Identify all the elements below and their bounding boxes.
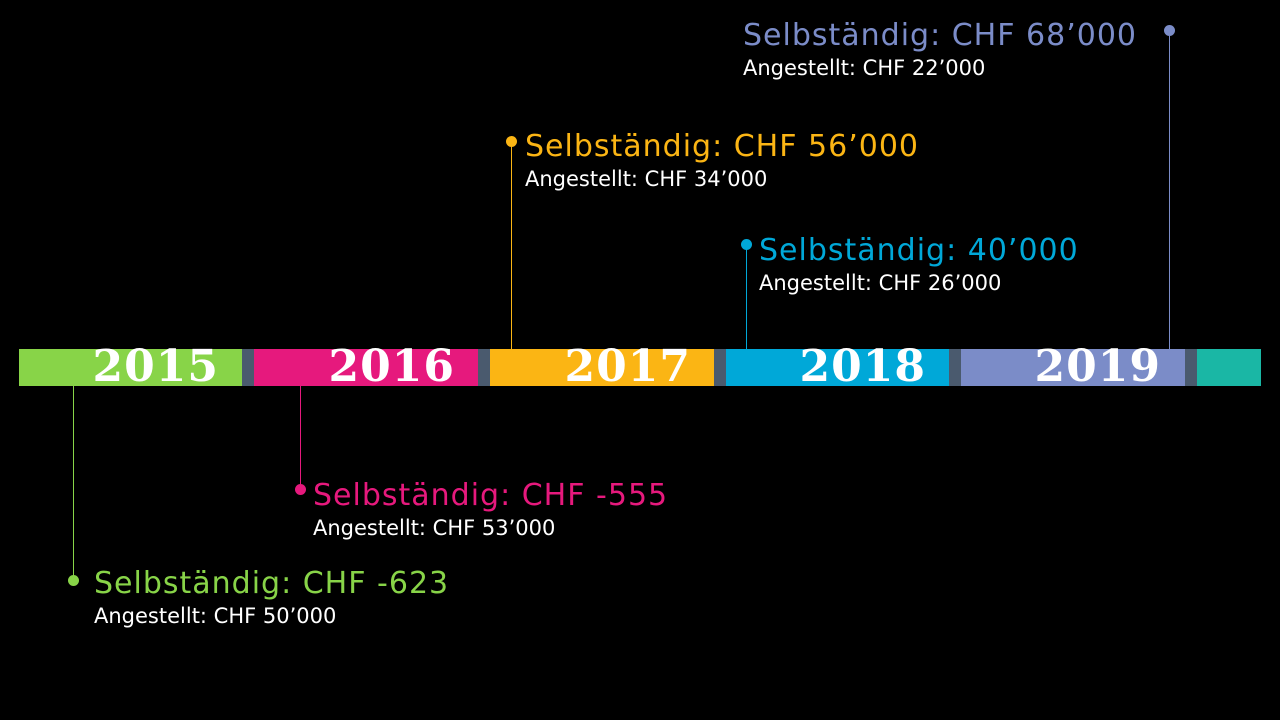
employed-income-2019: Angestellt: CHF 22’000 bbox=[743, 56, 986, 80]
self-employed-income-2015: Selbständig: CHF -623 bbox=[94, 566, 450, 601]
marker-dot-2016 bbox=[295, 484, 306, 495]
segment-divider bbox=[1185, 349, 1197, 386]
marker-dot-2018 bbox=[741, 239, 752, 250]
segment-2018 bbox=[726, 349, 949, 386]
employed-income-2017: Angestellt: CHF 34’000 bbox=[525, 167, 768, 191]
self-employed-income-2018: Selbständig: 40’000 bbox=[759, 233, 1079, 268]
segment-divider bbox=[478, 349, 490, 386]
annotation-2015: Selbständig: CHF -623 Angestellt: CHF 50… bbox=[94, 566, 449, 630]
segment-2019 bbox=[961, 349, 1185, 386]
employed-income-2018: Angestellt: CHF 26’000 bbox=[759, 271, 1002, 295]
annotation-2018: Selbständig: 40’000 Angestellt: CHF 26’0… bbox=[759, 233, 1079, 297]
annotation-2019: Selbständig: CHF 68’000 Angestellt: CHF … bbox=[743, 18, 1137, 82]
marker-dot-2015 bbox=[68, 575, 79, 586]
segment-divider bbox=[949, 349, 961, 386]
annotation-2016: Selbständig: CHF -555 Angestellt: CHF 53… bbox=[313, 478, 668, 542]
year-label-2015: 2015 bbox=[92, 341, 219, 392]
year-label-2019: 2019 bbox=[1034, 341, 1161, 392]
year-label-2017: 2017 bbox=[564, 341, 691, 392]
connector-2017 bbox=[511, 146, 512, 349]
self-employed-income-2016: Selbständig: CHF -555 bbox=[313, 478, 669, 513]
marker-dot-2019 bbox=[1164, 25, 1175, 36]
year-label-2018: 2018 bbox=[799, 341, 926, 392]
segment-divider bbox=[242, 349, 254, 386]
segment-2016 bbox=[254, 349, 478, 386]
year-label-2016: 2016 bbox=[328, 341, 455, 392]
self-employed-income-2017: Selbständig: CHF 56’000 bbox=[525, 129, 920, 164]
employed-income-2016: Angestellt: CHF 53’000 bbox=[313, 516, 556, 540]
connector-2015 bbox=[73, 386, 74, 580]
marker-dot-2017 bbox=[506, 136, 517, 147]
employed-income-2015: Angestellt: CHF 50’000 bbox=[94, 604, 337, 628]
segment-2015 bbox=[19, 349, 242, 386]
self-employed-income-2019: Selbständig: CHF 68’000 bbox=[743, 18, 1138, 53]
connector-2018 bbox=[746, 249, 747, 349]
segment-divider bbox=[714, 349, 726, 386]
connector-2019 bbox=[1169, 36, 1170, 349]
annotation-2017: Selbständig: CHF 56’000 Angestellt: CHF … bbox=[525, 129, 919, 193]
connector-2016 bbox=[300, 386, 301, 489]
segment-tail bbox=[1197, 349, 1261, 386]
segment-2017 bbox=[490, 349, 714, 386]
